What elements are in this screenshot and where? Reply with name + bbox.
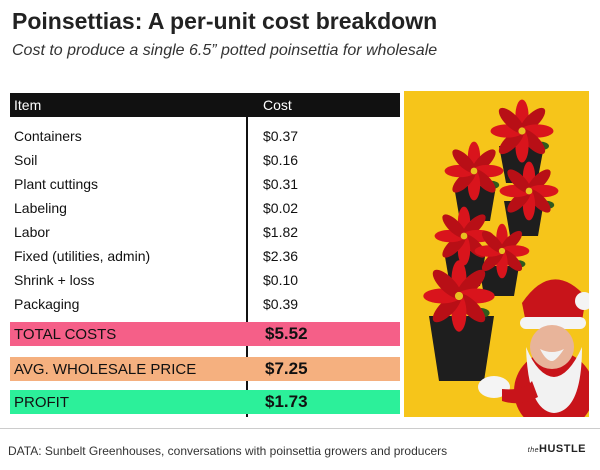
summary-value: $5.52 bbox=[265, 324, 308, 343]
poinsettia-flower bbox=[490, 99, 554, 163]
footer-divider bbox=[0, 428, 600, 429]
hustle-logo: theHUSTLE bbox=[527, 443, 586, 455]
column-header-item: Item bbox=[14, 97, 42, 113]
table-row: Labeling $0.02 bbox=[10, 195, 400, 219]
row-cost-value: $0.37 bbox=[263, 128, 299, 144]
summary-label: TOTAL COSTS bbox=[14, 326, 117, 343]
summary-value: $7.25 bbox=[265, 359, 308, 378]
row-item-label: Labeling bbox=[14, 200, 67, 216]
chart-title: Poinsettias: A per-unit cost breakdown bbox=[12, 8, 438, 34]
poinsettia-flower bbox=[423, 260, 495, 332]
row-item-label: Shrink + loss bbox=[14, 272, 95, 288]
table-header: Item Cost bbox=[10, 93, 400, 117]
table-row: Soil $0.16 bbox=[10, 147, 400, 171]
santa-figure bbox=[478, 279, 589, 417]
row-item-label: Soil bbox=[14, 152, 38, 168]
row-cost-value: $0.02 bbox=[263, 200, 299, 216]
row-cost-value: $2.36 bbox=[263, 248, 299, 264]
row-item-label: Plant cuttings bbox=[14, 176, 99, 192]
row-item-label: Fixed (utilities, admin) bbox=[14, 248, 151, 264]
poinsettia-flowers bbox=[423, 99, 559, 332]
summary-label: AVG. WHOLESALE PRICE bbox=[14, 361, 197, 378]
row-item-label: Labor bbox=[14, 224, 50, 240]
table-row: Shrink + loss $0.10 bbox=[10, 267, 400, 291]
table-row: Fixed (utilities, admin) $2.36 bbox=[10, 243, 400, 267]
cost-table: Item Cost Containers $0.37 Soil $0.16 Plant … bbox=[10, 93, 400, 315]
table-row: Plant cuttings $0.31 bbox=[10, 171, 400, 195]
chart-subtitle: Cost to produce a single 6.5” potted poi… bbox=[12, 42, 438, 59]
row-item-label: Packaging bbox=[14, 296, 80, 312]
summary-label: PROFIT bbox=[14, 394, 69, 411]
row-cost-value: $0.31 bbox=[263, 176, 299, 192]
table-row: Containers $0.37 bbox=[10, 123, 400, 147]
profit-row: PROFIT $1.73 bbox=[10, 390, 400, 414]
table-row: Packaging $0.39 bbox=[10, 291, 400, 315]
column-header-cost: Cost bbox=[263, 97, 292, 113]
poinsettia-flower bbox=[474, 223, 530, 279]
row-cost-value: $1.82 bbox=[263, 224, 299, 240]
column-divider bbox=[246, 117, 248, 417]
poinsettia-flower bbox=[444, 141, 504, 201]
row-cost-value: $0.39 bbox=[263, 296, 299, 312]
summary-value: $1.73 bbox=[265, 392, 308, 411]
total-costs-row: TOTAL COSTS $5.52 bbox=[10, 322, 400, 346]
row-cost-value: $0.10 bbox=[263, 272, 299, 288]
avg-wholesale-price-row: AVG. WHOLESALE PRICE $7.25 bbox=[10, 357, 400, 381]
santa-poinsettia-photo bbox=[404, 91, 589, 417]
santa-poinsettia-illustration bbox=[423, 99, 589, 417]
poinsettia-flower bbox=[499, 161, 559, 221]
row-item-label: Containers bbox=[14, 128, 82, 144]
row-cost-value: $0.16 bbox=[263, 152, 299, 168]
source-note: DATA: Sunbelt Greenhouses, conversations… bbox=[8, 444, 448, 458]
table-body: Containers $0.37 Soil $0.16 Plant cuttings $0… bbox=[10, 123, 400, 315]
table-row: Labor $1.82 bbox=[10, 219, 400, 243]
